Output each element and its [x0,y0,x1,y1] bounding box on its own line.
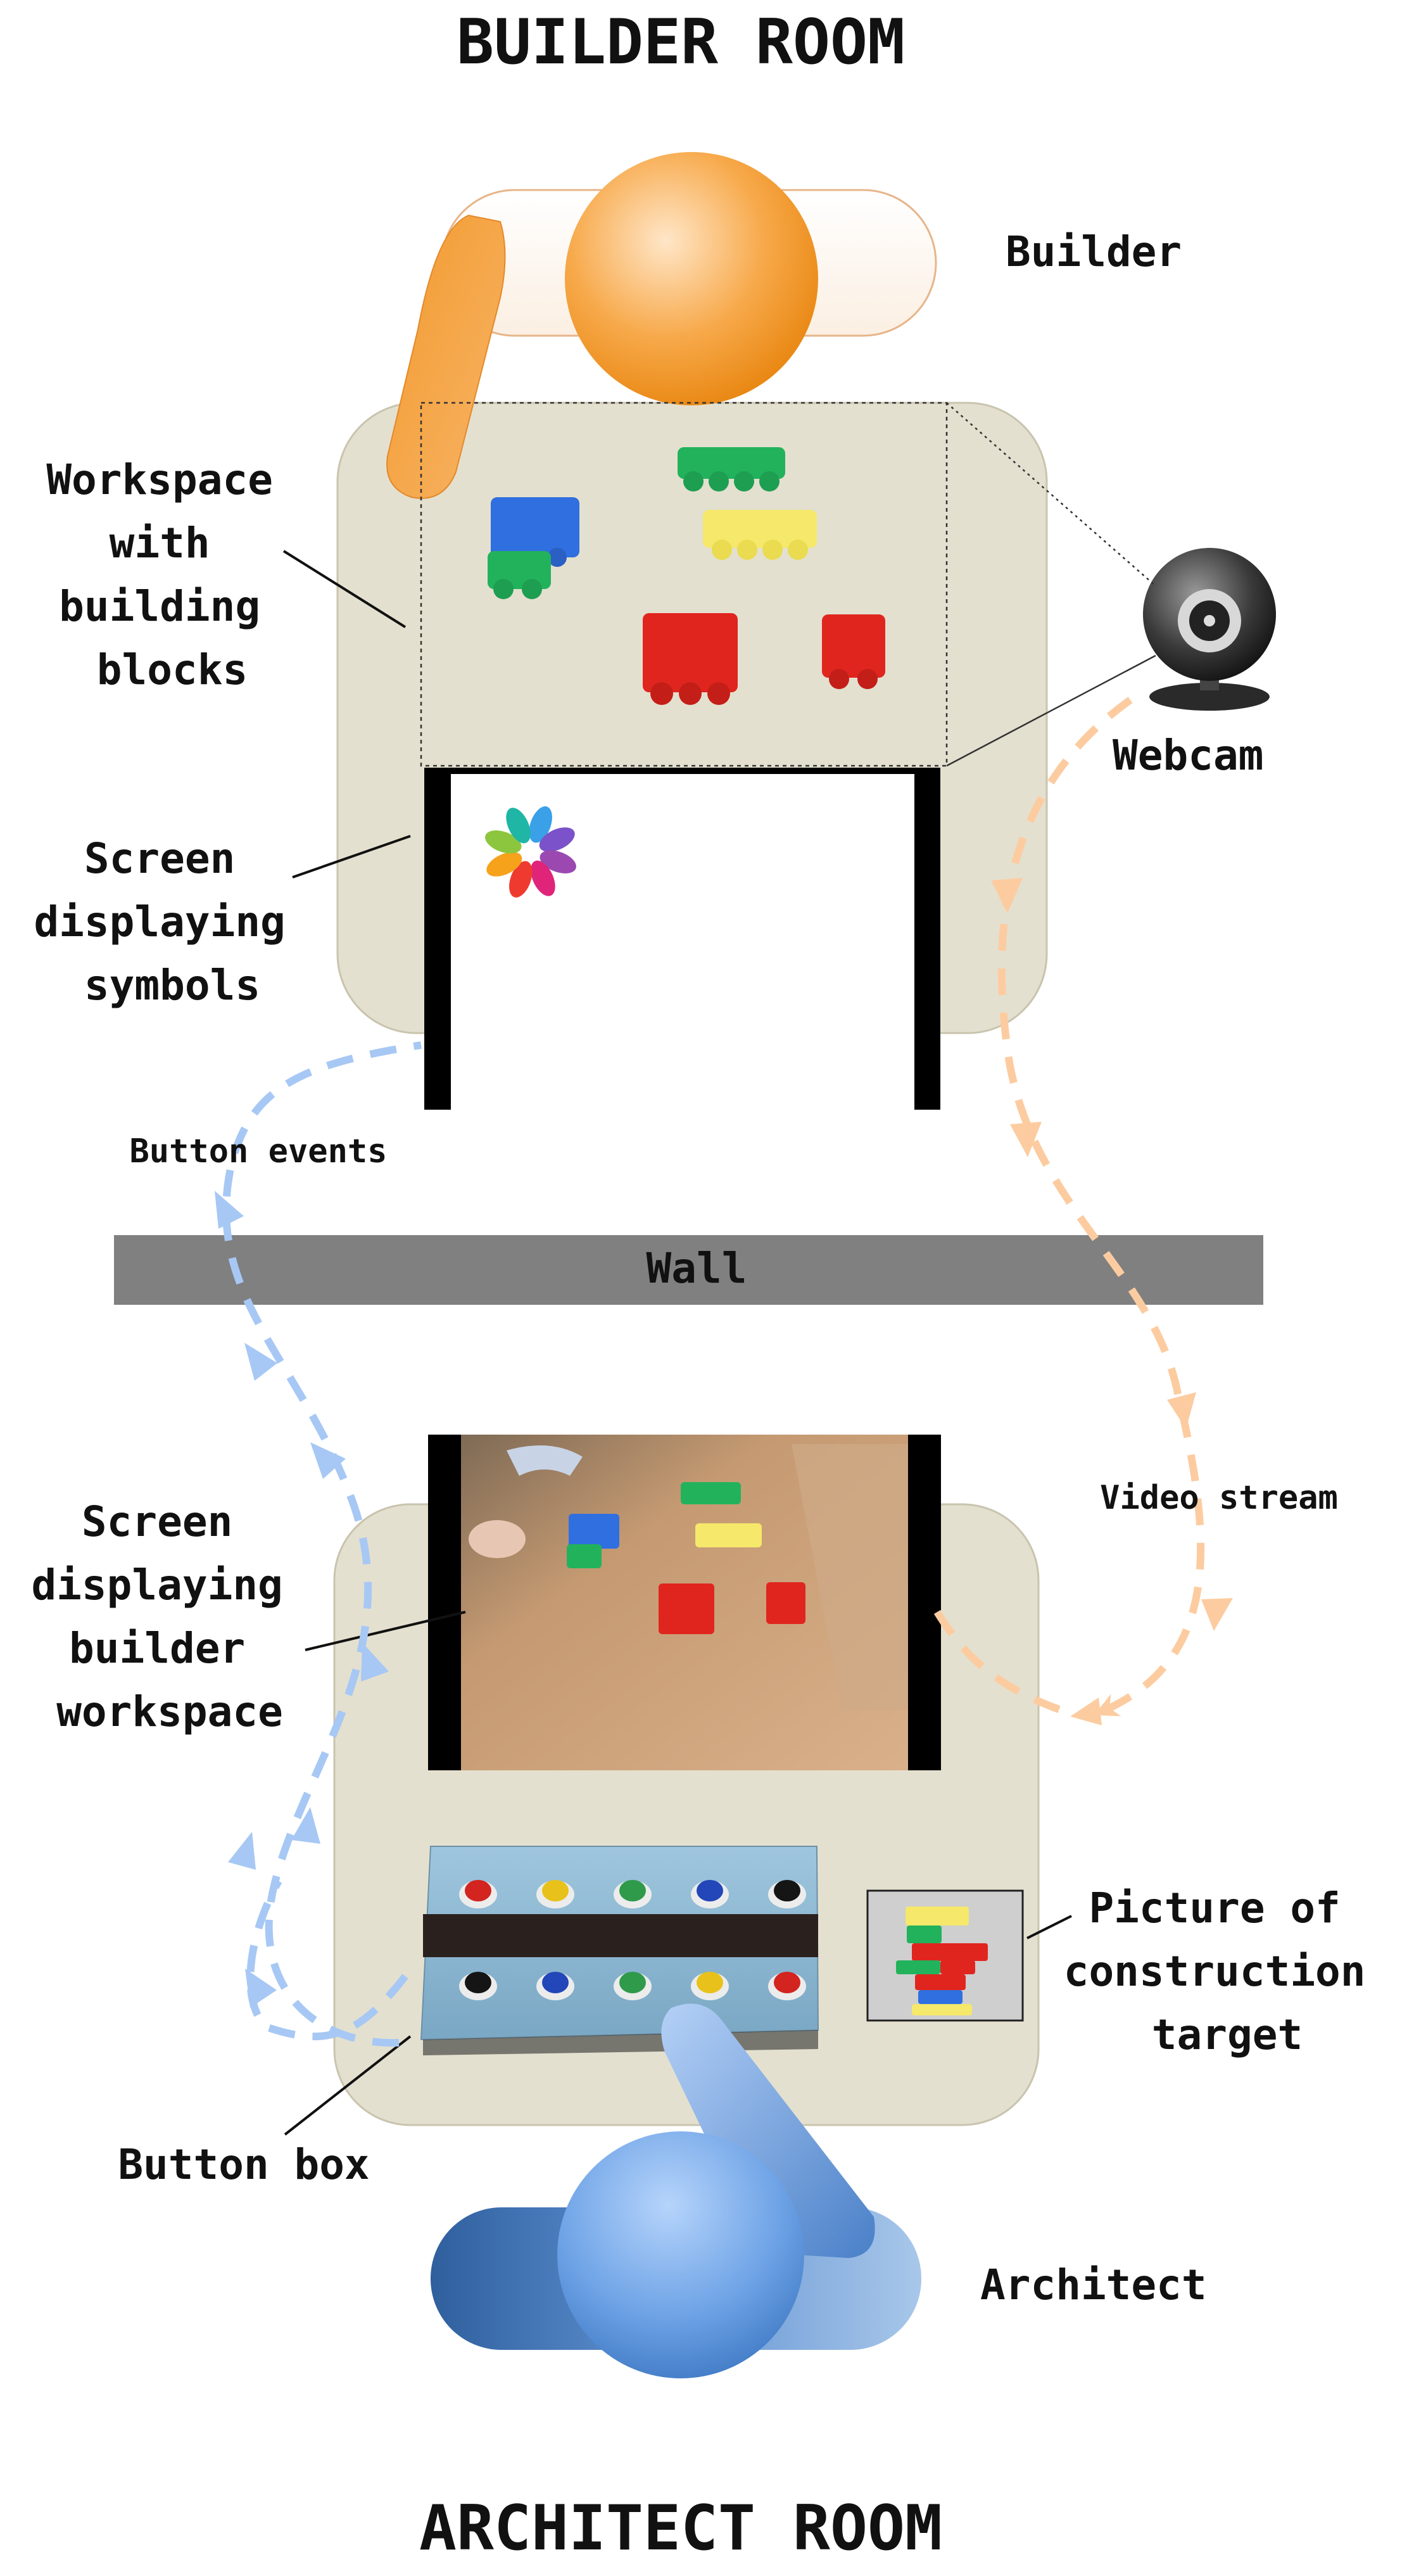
pinwheel-symbol [485,806,576,898]
builder-head [565,152,818,405]
workspace-label-line-4: blocks [97,645,248,694]
video-block-green [681,1482,741,1504]
building-blocks [488,447,885,705]
screen-workspace-label-line-4: workspace [56,1687,283,1736]
button-box [420,1846,819,2055]
workspace-region [420,402,948,767]
arcade-button-cap [774,1972,800,1993]
architect-head [557,2131,804,2378]
builder-arm [386,214,506,499]
architect-arm [661,2003,875,2258]
block-green-small [488,551,551,599]
screen-workspace-label: Screen displaying builder workspace [31,1497,308,1736]
workspace-label-line-1: Workspace [46,455,273,504]
arcade-button-cap [697,1972,723,1993]
screen-symbols-pointer [292,835,411,879]
picture-target-label-line-3: target [1152,2010,1303,2059]
builder-figure [386,152,937,499]
screen-symbols-label-line-2: displaying [34,898,285,946]
workspace-label-line-3: building [59,582,260,631]
arcade-button-cap [542,1972,569,1993]
workspace-label: Workspace with building blocks [46,455,298,694]
builder-screen [424,768,940,1110]
video-stream-arrow [997,697,1205,1716]
screen-workspace-label-line-3: builder [69,1624,245,1673]
wall [114,1235,1263,1305]
webcam-view-line-top [946,402,1156,587]
block-blue [491,497,579,567]
workspace-label-line-2: with [110,519,210,568]
picture-target-label-line-1: Picture of [1089,1884,1340,1932]
construction-target-picture [866,1889,1024,2022]
button-box-strap [423,1914,818,1957]
arcade-button-cap [697,1880,723,1901]
video-block-red-small [766,1582,805,1624]
block-red-large [643,613,738,705]
video-block-red-large [659,1583,714,1634]
arcade-button-cap [619,1880,646,1901]
button-row-top [459,1880,806,1908]
wall-label: Wall [647,1244,747,1293]
arcade-button-cap [774,1880,800,1901]
webcam-view-line-bottom [946,654,1156,767]
button-events-arrow [222,1041,422,2047]
arcade-button-cap [465,1880,491,1901]
video-stream-arrow-branch [933,1609,1071,1717]
video-block-yellow [695,1523,762,1547]
picture-target-pointer [1026,1915,1072,1939]
picture-target-label: Picture of construction target [1064,1884,1391,2059]
architect-label: Architect [980,2261,1207,2309]
button-box-label: Button box [118,2140,369,2189]
architect-figure [431,2003,921,2378]
screen-symbols-label: Screen displaying symbols [34,834,310,1010]
screen-workspace-label-line-1: Screen [82,1497,232,1546]
webcam-icon [1143,548,1276,711]
builder-label: Builder [1006,227,1182,276]
screen-symbols-label-line-1: Screen [84,834,235,883]
block-green-top [678,447,785,492]
button-events-arrow-branch [246,1879,408,2041]
screen-workspace-label-line-2: displaying [31,1561,282,1609]
picture-target-label-line-2: construction [1064,1947,1366,1996]
video-stream-label: Video stream [1100,1479,1338,1517]
button-row-bottom [459,1972,806,2000]
button-events-label: Button events [130,1133,388,1171]
arcade-button-cap [465,1972,491,1993]
architect-screen [428,1435,941,1770]
video-block-green-small [567,1544,602,1568]
arcade-button-cap [542,1880,569,1901]
builder-room-title: BUILDER ROOM [457,6,905,79]
button-box-pointer [284,2035,412,2136]
screen-workspace-pointer [305,1611,466,1651]
workspace-pointer [282,550,407,628]
architect-room-title: ARCHITECT ROOM [419,2492,942,2565]
video-block-blue [569,1514,619,1549]
webcam-label: Webcam [1113,731,1263,780]
screen-symbols-label-line-3: symbols [84,961,260,1010]
block-red-small [822,614,885,689]
arcade-button-cap [619,1972,646,1993]
block-yellow [703,510,817,560]
